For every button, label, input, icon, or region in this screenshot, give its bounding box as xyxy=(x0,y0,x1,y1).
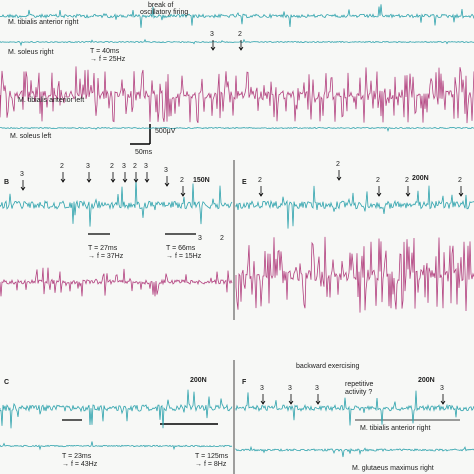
emg-trace xyxy=(0,38,474,47)
arrow xyxy=(210,40,216,51)
arrow xyxy=(458,186,464,197)
label: M. soleus right xyxy=(8,49,54,56)
label: 200N xyxy=(190,377,207,384)
label: B xyxy=(4,179,9,186)
label: 200N xyxy=(418,377,435,384)
emg-trace xyxy=(0,178,233,227)
label: M. tibialis anterior right xyxy=(360,425,430,432)
label: 2 xyxy=(60,163,64,170)
arrow xyxy=(133,172,139,183)
label: 2 xyxy=(133,163,137,170)
label: → f = 15Hz xyxy=(166,253,202,260)
label: → f = 8Hz xyxy=(195,461,227,468)
label: 2 xyxy=(110,163,114,170)
arrow xyxy=(440,394,446,405)
label: break of xyxy=(148,2,173,9)
emg-trace xyxy=(235,185,474,229)
label: 3 xyxy=(144,163,148,170)
label: 2 xyxy=(336,161,340,168)
label: 3 xyxy=(20,171,24,178)
emg-trace xyxy=(235,390,474,426)
emg-trace xyxy=(0,389,233,429)
label: backward exercising xyxy=(296,363,360,370)
arrow xyxy=(260,394,266,405)
label: T = 27ms xyxy=(88,245,118,252)
label: T = 23ms xyxy=(62,453,92,460)
label: T = 40ms xyxy=(90,48,120,55)
label: → f = 37Hz xyxy=(88,253,124,260)
emg-trace xyxy=(0,66,474,124)
label: 2 xyxy=(238,31,242,38)
label: 500μV xyxy=(155,128,176,135)
arrow xyxy=(238,40,244,51)
arrow xyxy=(336,170,342,181)
label: M. tibialis anterior left xyxy=(18,97,84,104)
label: 3 xyxy=(86,163,90,170)
arrow xyxy=(405,186,411,197)
arrow xyxy=(20,180,26,191)
label: T = 66ms xyxy=(166,245,196,252)
emg-trace xyxy=(0,441,233,451)
label: 50ms xyxy=(135,149,153,156)
label: 3 xyxy=(440,385,444,392)
label: 3 xyxy=(315,385,319,392)
label: 3 xyxy=(260,385,264,392)
arrow xyxy=(144,172,150,183)
emg-trace xyxy=(235,445,474,458)
arrow xyxy=(86,172,92,183)
label: oscillatory firing xyxy=(140,9,188,16)
label: 2 xyxy=(220,235,224,242)
label: 150N xyxy=(193,177,210,184)
arrow xyxy=(60,172,66,183)
label: 3 xyxy=(198,235,202,242)
label: 3 xyxy=(210,31,214,38)
label: → f = 43Hz xyxy=(62,461,98,468)
label: 3 xyxy=(288,385,292,392)
label: 200N xyxy=(412,175,429,182)
label: 2 xyxy=(376,177,380,184)
arrow xyxy=(110,172,116,183)
label: 3 xyxy=(122,163,126,170)
label: 2 xyxy=(458,177,462,184)
arrow xyxy=(376,186,382,197)
label: M. tibialis anterior right xyxy=(8,19,78,26)
arrow xyxy=(180,186,186,197)
arrow xyxy=(315,394,321,405)
label: F xyxy=(242,379,247,386)
label: 2 xyxy=(258,177,262,184)
label: 3 xyxy=(164,167,168,174)
arrow xyxy=(258,186,264,197)
label: activity ? xyxy=(345,389,372,396)
emg-trace xyxy=(0,4,474,28)
emg-trace xyxy=(0,267,233,297)
arrow xyxy=(288,394,294,405)
label: M. glutaeus maximus right xyxy=(352,465,434,472)
emg-trace xyxy=(0,126,474,132)
label: E xyxy=(242,179,247,186)
arrow xyxy=(122,172,128,183)
label: 2 xyxy=(405,177,409,184)
label: C xyxy=(4,379,9,386)
label: M. soleus left xyxy=(10,133,51,140)
label: T = 125ms xyxy=(195,453,229,460)
arrow xyxy=(164,176,170,187)
emg-trace xyxy=(235,236,474,313)
label: → f = 25Hz xyxy=(90,56,126,63)
label: repetitive xyxy=(345,381,374,388)
label: 2 xyxy=(180,177,184,184)
